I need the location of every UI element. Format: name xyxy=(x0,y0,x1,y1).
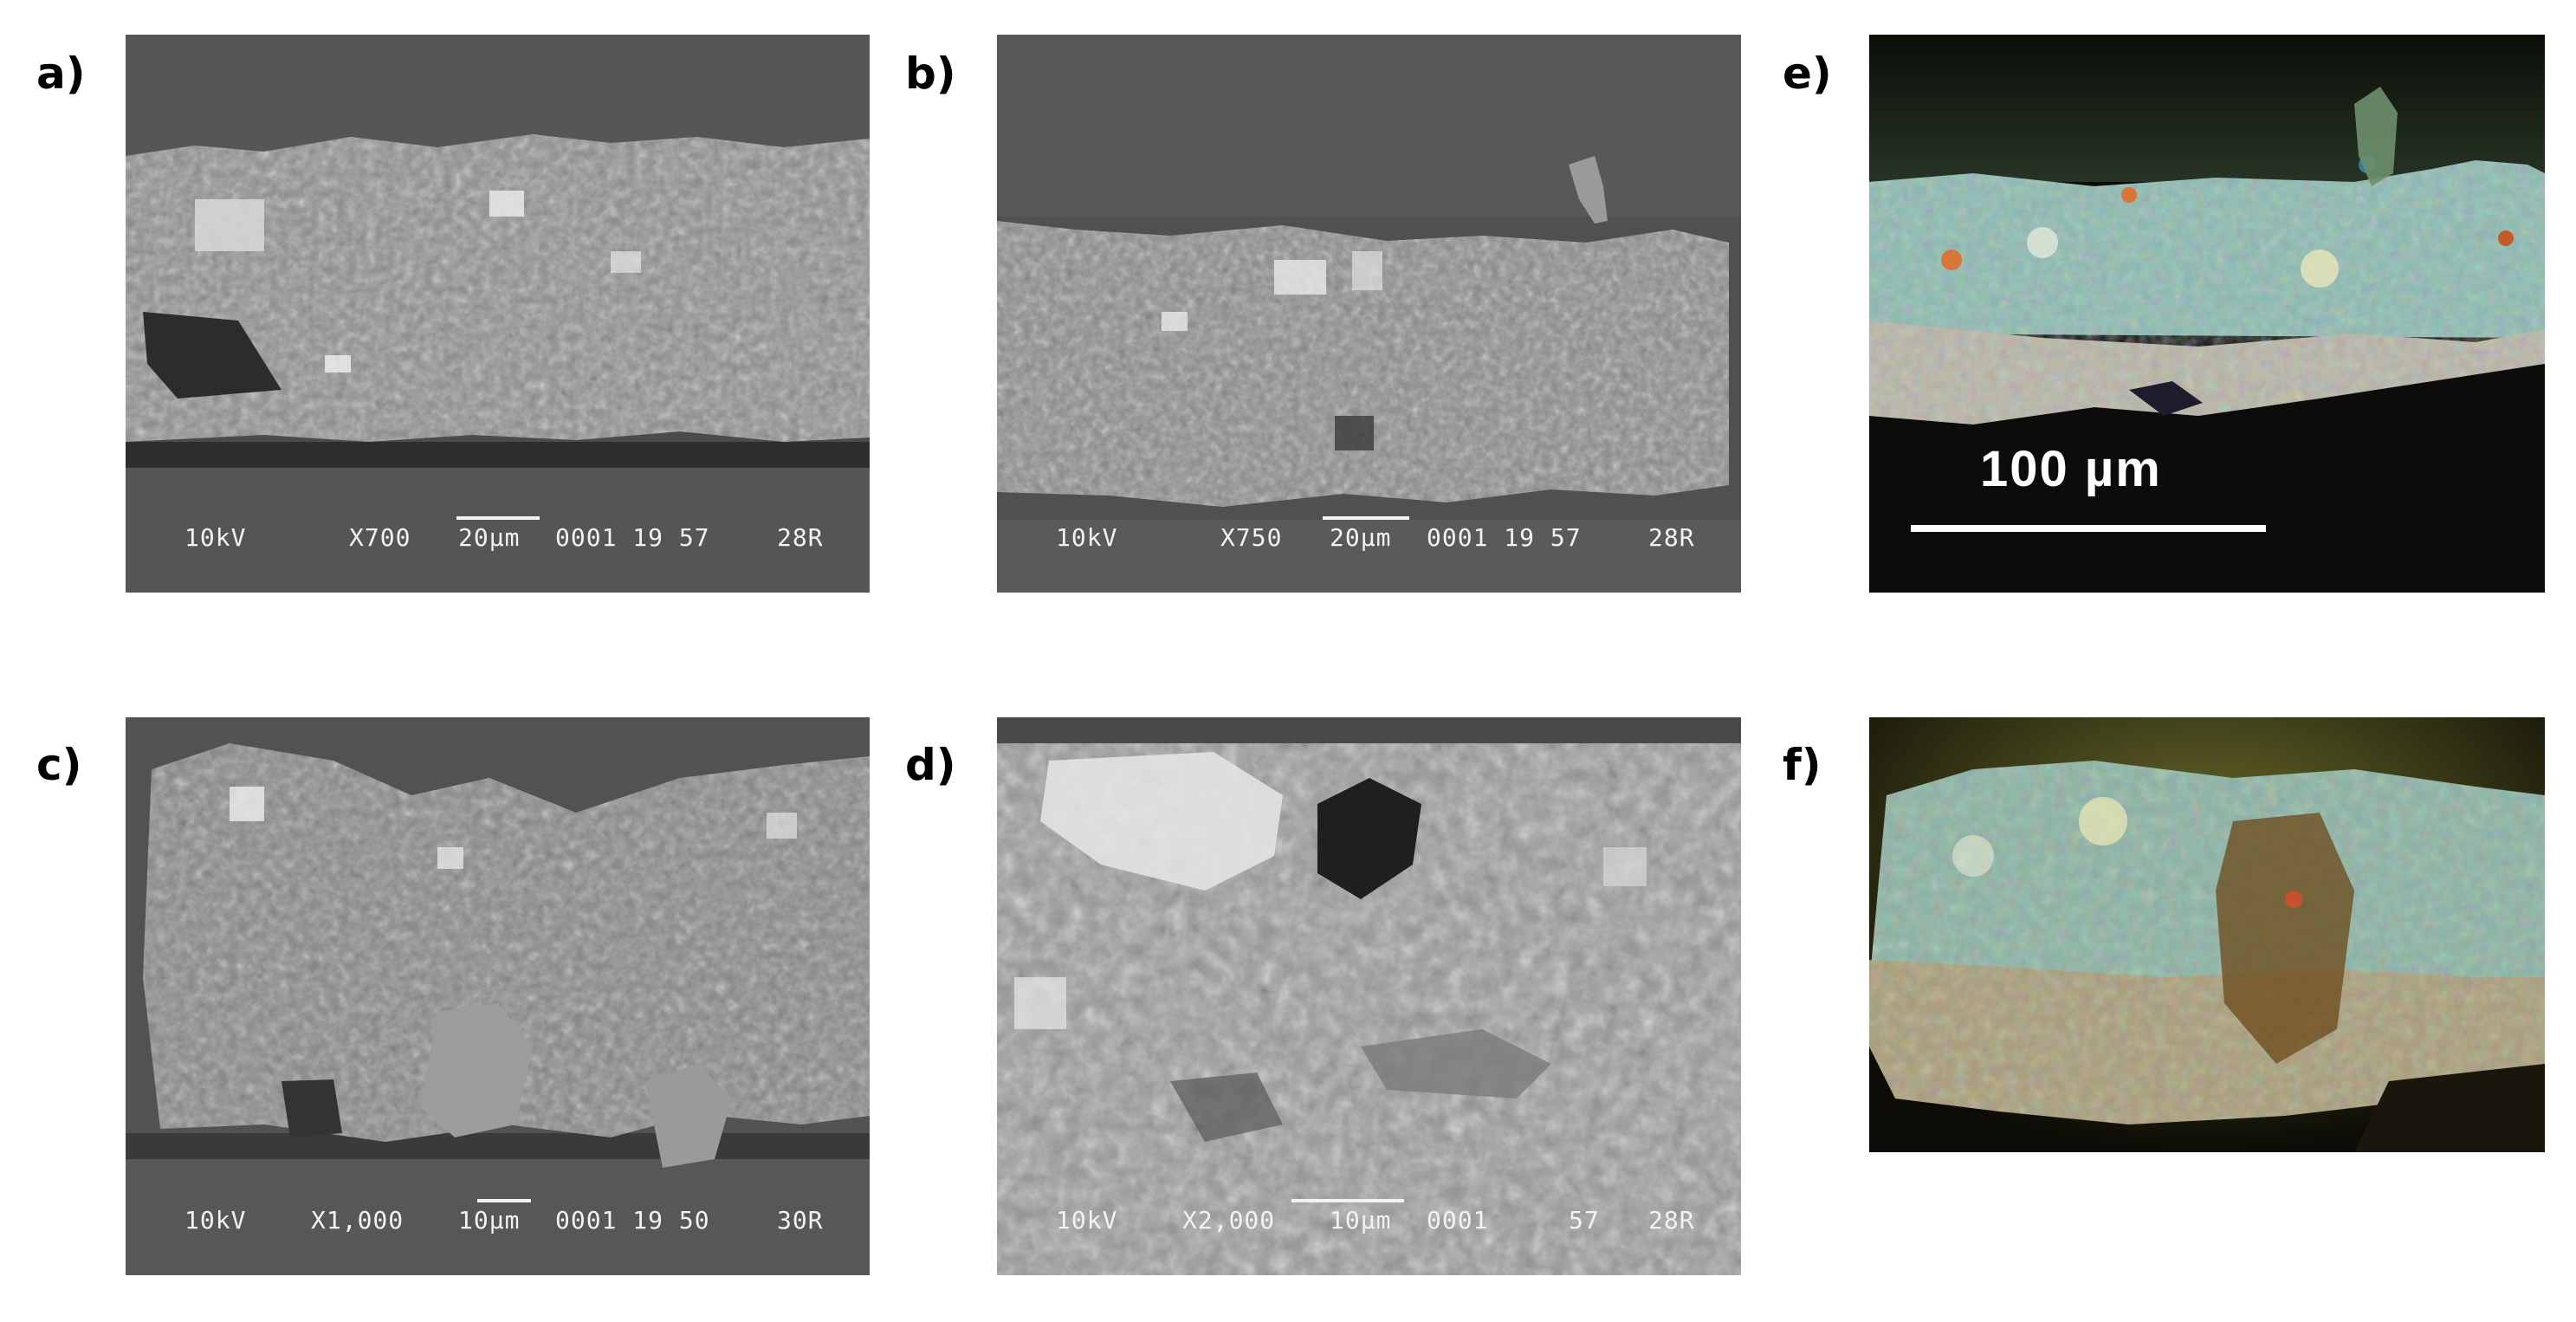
panel-label-f: f) xyxy=(1783,740,1822,790)
sem-scale-line-c xyxy=(477,1199,531,1202)
panel-label-d: d) xyxy=(905,740,956,790)
sem-code2-d: 57 xyxy=(1569,1206,1600,1235)
panel-label-a: a) xyxy=(36,49,86,99)
sem-image-a: 10kV X700 20µm 0001 19 57 28R xyxy=(126,35,870,593)
sem-mag-a: X700 xyxy=(349,523,411,552)
sem-databar-d: 10kV X2,000 10µm 0001 57 28R xyxy=(997,1199,1741,1237)
sem-micrograph-d xyxy=(997,717,1741,1275)
sem-mag-b: X750 xyxy=(1220,523,1283,552)
sem-wd-d: 28R xyxy=(1648,1206,1695,1235)
sem-code-d: 0001 xyxy=(1427,1206,1489,1235)
sem-kv-b: 10kV xyxy=(1056,523,1118,552)
sem-wd-c: 30R xyxy=(777,1206,824,1235)
sem-micrograph-a xyxy=(126,35,870,593)
sem-kv-c: 10kV xyxy=(184,1206,247,1235)
sem-code-c: 0001 19 50 xyxy=(555,1206,710,1235)
sem-code-a: 0001 19 57 xyxy=(555,523,710,552)
panel-label-c: c) xyxy=(36,740,82,790)
sem-databar-b: 10kV X750 20µm 0001 19 57 28R xyxy=(997,516,1741,554)
optical-micrograph-f xyxy=(1869,717,2545,1152)
sem-scale-line-b xyxy=(1323,516,1409,520)
sem-mag-c: X1,000 xyxy=(311,1206,405,1235)
sem-code-b: 0001 19 57 xyxy=(1427,523,1582,552)
sem-databar-a: 10kV X700 20µm 0001 19 57 28R xyxy=(126,516,870,554)
sem-wd-a: 28R xyxy=(777,523,824,552)
sem-micrograph-b xyxy=(997,35,1741,593)
sem-scale-d: 10µm xyxy=(1330,1206,1392,1235)
sem-scale-c: 10µm xyxy=(458,1206,521,1235)
optical-micrograph-e xyxy=(1869,35,2545,593)
om-scale-bar-e xyxy=(1911,525,2266,532)
sem-scale-b: 20µm xyxy=(1330,523,1392,552)
sem-image-d: 10kV X2,000 10µm 0001 57 28R xyxy=(997,717,1741,1275)
sem-kv-d: 10kV xyxy=(1056,1206,1118,1235)
sem-micrograph-c xyxy=(126,717,870,1275)
sem-scale-line-d xyxy=(1291,1199,1404,1202)
sem-image-c: 10kV X1,000 10µm 0001 19 50 30R xyxy=(126,717,870,1275)
sem-wd-b: 28R xyxy=(1648,523,1695,552)
panel-label-b: b) xyxy=(905,49,956,99)
sem-scale-line-a xyxy=(456,516,540,520)
panel-label-e: e) xyxy=(1783,49,1832,99)
sem-databar-c: 10kV X1,000 10µm 0001 19 50 30R xyxy=(126,1199,870,1237)
sem-scale-a: 20µm xyxy=(458,523,521,552)
om-scale-label-e: 100 µm xyxy=(1980,441,2162,497)
optical-image-f xyxy=(1869,717,2545,1152)
sem-mag-d: X2,000 xyxy=(1182,1206,1276,1235)
sem-kv-a: 10kV xyxy=(184,523,247,552)
optical-image-e: 100 µm xyxy=(1869,35,2545,593)
sem-image-b: 10kV X750 20µm 0001 19 57 28R xyxy=(997,35,1741,593)
